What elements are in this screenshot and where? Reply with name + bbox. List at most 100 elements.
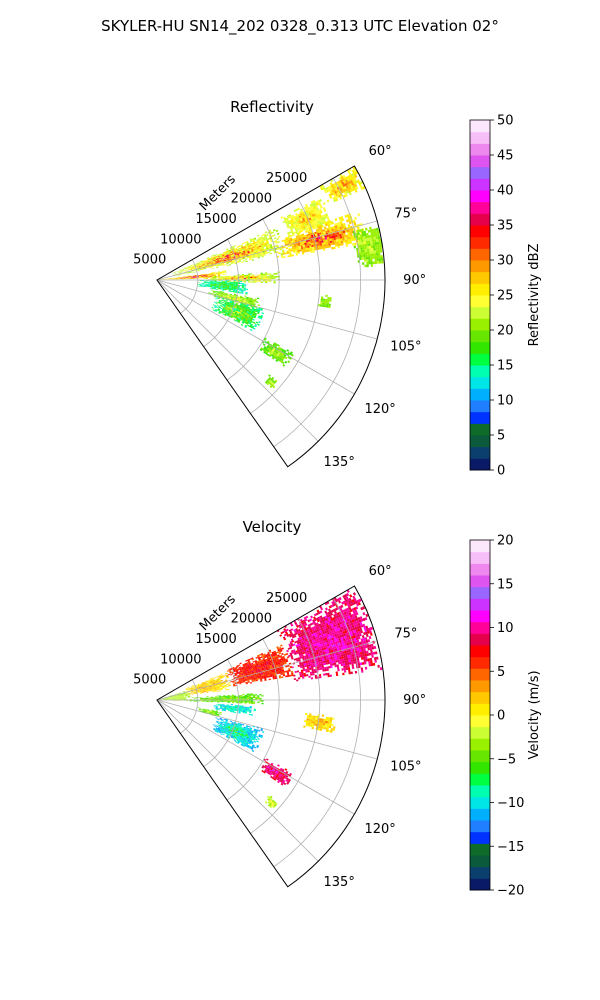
colorbar-swatch (470, 260, 490, 273)
range-tick-label: 25000 (266, 591, 307, 606)
echo-region (264, 795, 278, 809)
azimuth-gridline (156, 699, 319, 862)
colorbar-swatch (470, 236, 490, 249)
colorbar-swatch (470, 178, 490, 191)
colorbar-tick-label: 40 (497, 184, 514, 199)
azimuth-tick-label: 60° (369, 564, 392, 579)
echo-region (352, 226, 384, 268)
colorbar-swatch (470, 190, 490, 203)
colorbar-swatch (470, 808, 490, 821)
range-ring (226, 638, 280, 801)
colorbar-swatch (470, 645, 490, 658)
reflectivity-sector-frame (156, 165, 386, 468)
colorbar-tick-label: 20 (497, 534, 514, 549)
colorbar-swatch (470, 435, 490, 448)
colorbar-swatch (470, 376, 490, 389)
colorbar-swatch (470, 411, 490, 424)
colorbar-swatch (470, 563, 490, 576)
colorbar-tick-label: 5 (497, 665, 505, 680)
azimuth-tick-label: 75° (394, 626, 417, 641)
range-tick-label: 15000 (195, 632, 236, 647)
range-ring (273, 178, 361, 448)
velocity-range-ticks: 5000 10000 15000 20000 25000 (133, 591, 307, 687)
colorbar-swatch (470, 551, 490, 564)
colorbar-swatch (470, 820, 490, 833)
colorbar-swatch (470, 715, 490, 728)
reflectivity-polar-grid (156, 165, 385, 448)
echo-region (189, 693, 264, 705)
range-ring (250, 198, 321, 414)
colorbar-tick-label: 50 (497, 114, 514, 129)
azimuth-tick-label: 120° (364, 822, 395, 837)
range-tick-label: 25000 (266, 171, 307, 186)
colorbar-swatch (470, 750, 490, 763)
colorbar-swatch (470, 143, 490, 156)
colorbar-tick-label: −10 (497, 796, 524, 811)
echo-region (225, 644, 294, 687)
velocity-echo-layer (158, 589, 383, 809)
azimuth-tick-label: 105° (390, 760, 421, 775)
colorbar-swatch (470, 831, 490, 844)
colorbar-tick-label: 30 (497, 254, 514, 269)
azimuth-tick-label: 135° (324, 875, 355, 890)
azimuth-tick-label: 90° (403, 693, 426, 708)
range-tick-label: 20000 (231, 192, 272, 207)
echo-region (184, 672, 231, 697)
colorbar-tick-label: −5 (497, 752, 516, 767)
colorbar-tick-label: 35 (497, 219, 514, 234)
colorbar-tick-label: −15 (497, 840, 524, 855)
colorbar-swatch (470, 423, 490, 436)
colorbar-swatch (470, 330, 490, 343)
velocity-panel: Velocity 5000 10000 15000 20000 25000 60° 75°… (133, 518, 542, 899)
colorbar-swatch (470, 353, 490, 366)
colorbar-swatch (470, 248, 490, 261)
reflectivity-echo-layer (161, 166, 384, 389)
range-tick-label: 10000 (160, 652, 201, 667)
colorbar-swatch (470, 283, 490, 296)
colorbar-swatch (470, 703, 490, 716)
colorbar-swatch (470, 225, 490, 238)
colorbar-swatch (470, 610, 490, 623)
colorbar-swatch (470, 773, 490, 786)
colorbar-swatch (470, 598, 490, 611)
colorbar-swatch (470, 341, 490, 354)
colorbar-swatch (470, 540, 490, 553)
range-tick-label: 10000 (160, 232, 201, 247)
reflectivity-panel: Reflectivity 5000 10000 15000 20000 25000 60… (133, 98, 542, 479)
azimuth-tick-label: 120° (364, 402, 395, 417)
colorbar-swatch (470, 400, 490, 413)
azimuth-tick-label: 90° (403, 273, 426, 288)
colorbar-swatch (470, 668, 490, 681)
colorbar-swatch (470, 586, 490, 599)
velocity-colorbar-label: Velocity (m/s) (527, 670, 542, 759)
colorbar-tick-label: 25 (497, 289, 514, 304)
colorbar-swatch (470, 306, 490, 319)
colorbar-tick-label: −20 (497, 884, 524, 899)
velocity-polar-grid (156, 585, 385, 868)
colorbar-swatch (470, 866, 490, 879)
colorbar-swatch (470, 680, 490, 693)
velocity-sector-frame (156, 585, 386, 888)
colorbar-swatch (470, 388, 490, 401)
colorbar-swatch (470, 761, 490, 774)
range-tick-label: 20000 (231, 612, 272, 627)
range-tick-label: 5000 (133, 253, 166, 268)
azimuth-tick-label: 135° (324, 455, 355, 470)
colorbar-swatch (470, 796, 490, 809)
echo-region (280, 198, 334, 238)
colorbar-swatch (470, 295, 490, 308)
echo-region (213, 703, 256, 716)
reflectivity-title: Reflectivity (230, 98, 314, 116)
colorbar-swatch (470, 201, 490, 214)
colorbar-swatch (470, 365, 490, 378)
colorbar-swatch (470, 318, 490, 331)
colorbar-swatch (470, 726, 490, 739)
azimuth-tick-label: 60° (369, 144, 392, 159)
azimuth-gridline (156, 279, 355, 395)
colorbar-swatch (470, 738, 490, 751)
azimuth-gridline (156, 699, 355, 815)
colorbar-swatch (470, 656, 490, 669)
velocity-azimuth-ticks: 60° 75° 90° 105° 120° 135° (324, 564, 427, 890)
echo-region (197, 280, 249, 295)
